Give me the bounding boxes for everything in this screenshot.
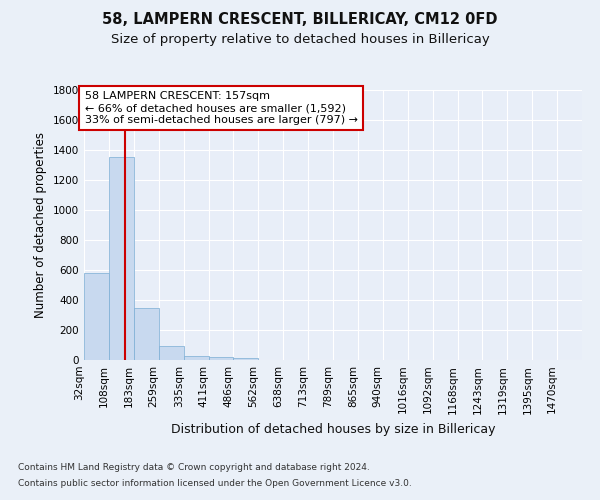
Text: 58, LAMPERN CRESCENT, BILLERICAY, CM12 0FD: 58, LAMPERN CRESCENT, BILLERICAY, CM12 0…	[102, 12, 498, 28]
Text: Contains HM Land Registry data © Crown copyright and database right 2024.: Contains HM Land Registry data © Crown c…	[18, 462, 370, 471]
Y-axis label: Number of detached properties: Number of detached properties	[34, 132, 47, 318]
Text: Distribution of detached houses by size in Billericay: Distribution of detached houses by size …	[171, 422, 495, 436]
Bar	[109, 158, 134, 360]
Text: 58 LAMPERN CRESCENT: 157sqm
← 66% of detached houses are smaller (1,592)
33% of : 58 LAMPERN CRESCENT: 157sqm ← 66% of det…	[85, 92, 358, 124]
Bar	[134, 308, 158, 360]
Bar	[233, 358, 259, 360]
Bar	[184, 356, 209, 360]
Bar	[158, 346, 184, 360]
Bar	[84, 273, 109, 360]
Bar	[209, 357, 233, 360]
Text: Size of property relative to detached houses in Billericay: Size of property relative to detached ho…	[110, 32, 490, 46]
Text: Contains public sector information licensed under the Open Government Licence v3: Contains public sector information licen…	[18, 479, 412, 488]
